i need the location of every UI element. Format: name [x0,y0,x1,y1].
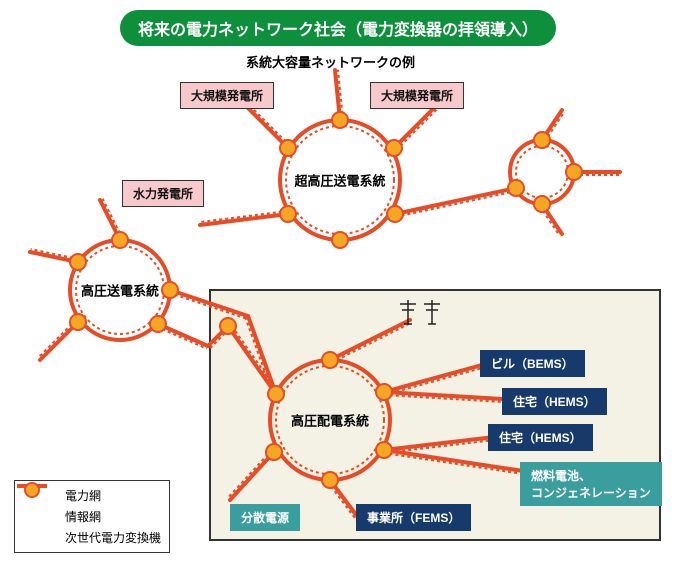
tag-4: 住宅（HEMS） [502,388,607,415]
page-title: 将来の電力ネットワーク社会（電力変換器の拝領導入） [120,10,556,46]
ring-label-dist: 高圧配電系統 [291,411,369,430]
ring-label-uhv: 超高圧送電系統 [294,171,385,190]
tag-7: 事業所（FEMS） [356,504,471,531]
legend-label: 次世代電力変換機 [65,529,161,546]
tag-8: 分散電源 [230,504,300,531]
page-subtitle: 系統大容量ネットワークの例 [246,52,415,71]
tag-2: 水力発電所 [122,180,204,207]
tag-1: 大規模発電所 [370,82,464,109]
tag-3: ビル（BEMS） [480,350,585,377]
legend-row: 次世代電力変換機 [23,529,161,546]
tag-5: 住宅（HEMS） [488,424,593,451]
legend-box: 電力網情報網次世代電力変換機 [14,480,170,553]
legend-label: 電力網 [65,487,101,504]
tag-0: 大規模発電所 [180,82,274,109]
diagram-canvas: 将来の電力ネットワーク社会（電力変換器の拝領導入） 系統大容量ネットワークの例 … [0,0,680,570]
ring-label-hv: 高圧送電系統 [81,281,159,300]
legend-row: 情報網 [23,508,161,525]
tag-6: 燃料電池、 コンジェネレーション [520,462,662,506]
legend-label: 情報網 [65,508,101,525]
